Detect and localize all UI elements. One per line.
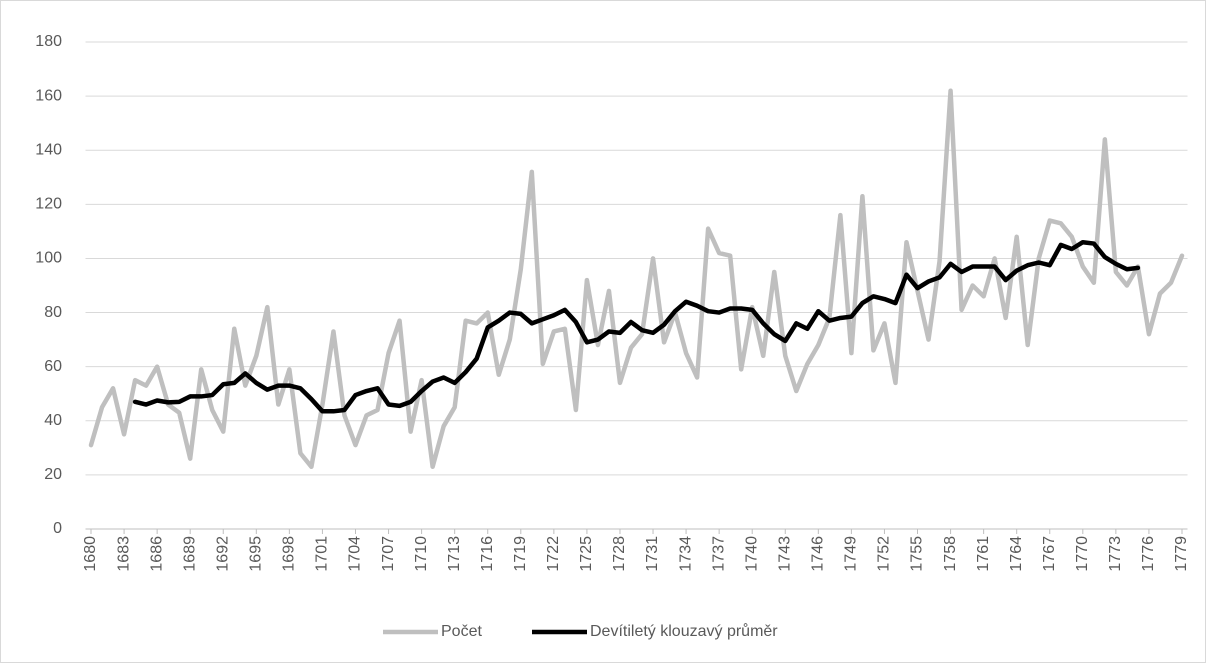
x-tick-label: 1707 [380,536,397,572]
x-tick-label: 1719 [512,536,529,572]
legend-label: Počet [441,623,482,640]
series-line [132,239,1141,414]
x-tick-label: 1701 [314,536,331,572]
x-tick-label: 1689 [181,536,198,572]
x-tick-label: 1770 [1074,536,1091,572]
x-tick-label: 1710 [413,536,430,572]
x-tick-label: 1680 [82,536,99,572]
x-tick-label: 1695 [248,536,265,572]
x-tick-label: 1779 [1173,536,1190,572]
x-tick-label: 1743 [776,536,793,572]
x-tick-label: 1761 [975,536,992,572]
y-tick-label: 140 [35,141,62,158]
x-tick-label: 1767 [1041,536,1058,572]
x-tick-label: 1737 [710,536,727,572]
x-tick-label: 1704 [347,536,364,572]
x-tick-label: 1728 [611,536,628,572]
x-tick-label: 1758 [942,536,959,572]
x-tick-label: 1746 [810,536,827,572]
x-tick-label: 1773 [1107,536,1124,572]
x-tick-label: 1764 [1008,536,1025,572]
x-tick-label: 1776 [1140,536,1157,572]
x-tick-label: 1686 [148,536,165,572]
series-line [88,88,1185,470]
x-tick-label: 1698 [281,536,298,572]
legend-label: Devítiletý klouzavý průměr [590,622,778,640]
x-tick-label: 1734 [677,536,694,572]
x-tick-label: 1713 [446,536,463,572]
x-tick-label: 1731 [644,536,661,572]
x-tick-label: 1752 [876,536,893,572]
x-tick-label: 1725 [578,536,595,572]
y-tick-label: 20 [44,466,62,483]
x-tick-label: 1749 [843,536,860,572]
x-tick-label: 1683 [115,536,132,572]
y-tick-label: 0 [53,520,62,537]
x-tick-label: 1755 [909,536,926,572]
y-tick-label: 120 [35,196,62,213]
x-tick-label: 1722 [545,536,562,572]
y-tick-label: 100 [35,250,62,267]
y-tick-label: 60 [44,358,62,375]
x-tick-label: 1716 [479,536,496,572]
x-tick-label: 1740 [743,536,760,572]
y-tick-label: 160 [35,87,62,104]
y-tick-label: 40 [44,412,62,429]
x-tick-label: 1692 [214,536,231,572]
y-tick-label: 80 [44,304,62,321]
y-tick-label: 180 [35,33,62,50]
